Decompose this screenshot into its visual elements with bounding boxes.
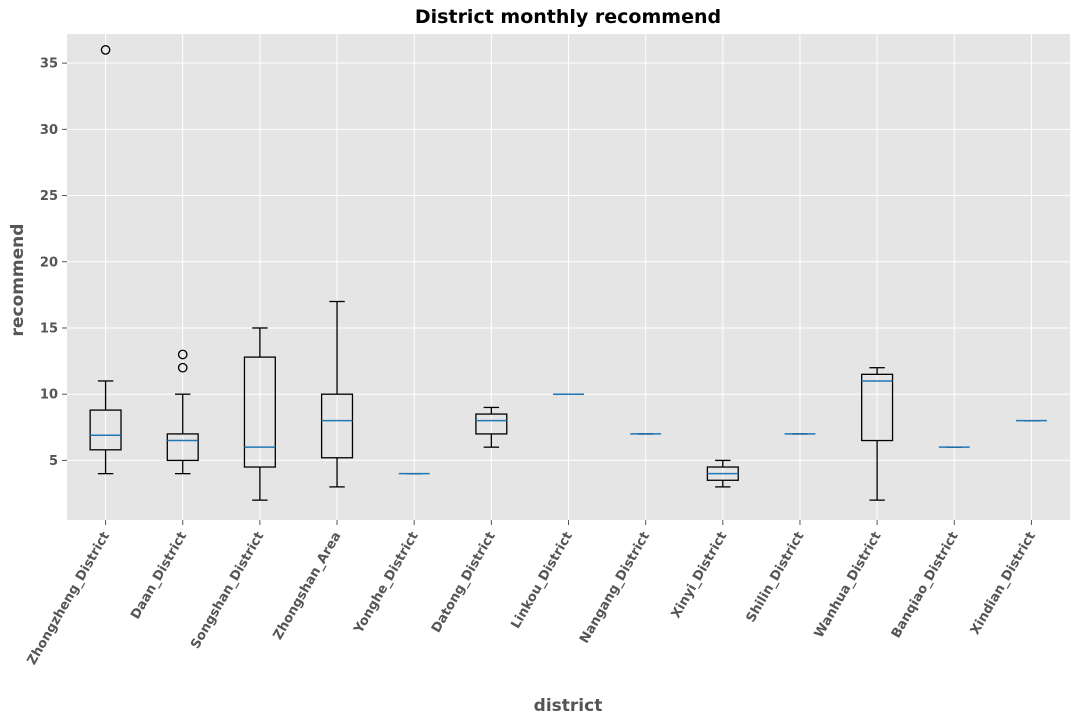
outlier-point — [100, 45, 111, 55]
box-series — [89, 45, 1047, 501]
x-tick-label: Nangang_District — [577, 530, 653, 647]
box-body — [475, 413, 508, 435]
box-body — [166, 433, 199, 462]
box-body — [861, 373, 894, 442]
x-tick-label: Banqiao_District — [889, 530, 962, 641]
y-tick-label: 25 — [40, 189, 58, 204]
box-Zhongshan_Area — [320, 300, 354, 488]
grid-lines — [67, 34, 1070, 520]
box-body — [243, 356, 276, 468]
box-body — [320, 393, 354, 459]
y-tick-label: 15 — [40, 321, 58, 336]
y-tick-label: 35 — [40, 57, 58, 72]
x-axis-ticks: Zhongzheng_District Daan_DistrictSongshan… — [25, 520, 1039, 668]
x-tick-label: Linkou_District — [508, 530, 575, 632]
y-tick-label: 20 — [40, 255, 58, 270]
x-tick-label: Zhongshan_Area — [271, 530, 345, 643]
x-tick-label: Yonghe_District — [351, 530, 422, 637]
outlier-point — [177, 362, 188, 373]
y-axis-ticks: 5 10 15 20 25 30 35 — [40, 57, 67, 469]
box-Xinyi_District — [706, 459, 739, 488]
y-tick-label: 10 — [40, 388, 58, 403]
x-tick-label: Xindian_District — [968, 530, 1039, 638]
box-Daan_District — [166, 349, 199, 475]
box-Datong_District — [475, 406, 508, 448]
x-tick-label: Songshan_District — [188, 530, 267, 652]
x-tick-label: Daan_District — [128, 530, 190, 622]
box-Songshan_District — [243, 327, 276, 501]
y-axis-label: recommend — [8, 224, 28, 337]
x-tick-label: Xinyi_District — [669, 530, 731, 622]
x-axis-label: district — [534, 696, 603, 716]
box-Wanhua_District — [861, 367, 894, 501]
chart-title: District monthly recommend — [415, 6, 721, 28]
x-tick-label: Zhongzheng_District — [25, 530, 113, 668]
outlier-point — [177, 349, 188, 360]
x-tick-label: Shilin_District — [744, 530, 808, 626]
y-tick-label: 5 — [49, 454, 58, 469]
box-body — [89, 409, 122, 451]
y-tick-label: 30 — [40, 123, 58, 138]
box-Zhongzheng_District — [89, 45, 122, 475]
x-tick-label: Wanhua_District — [812, 530, 885, 641]
x-tick-label: Datong_District — [429, 530, 499, 636]
